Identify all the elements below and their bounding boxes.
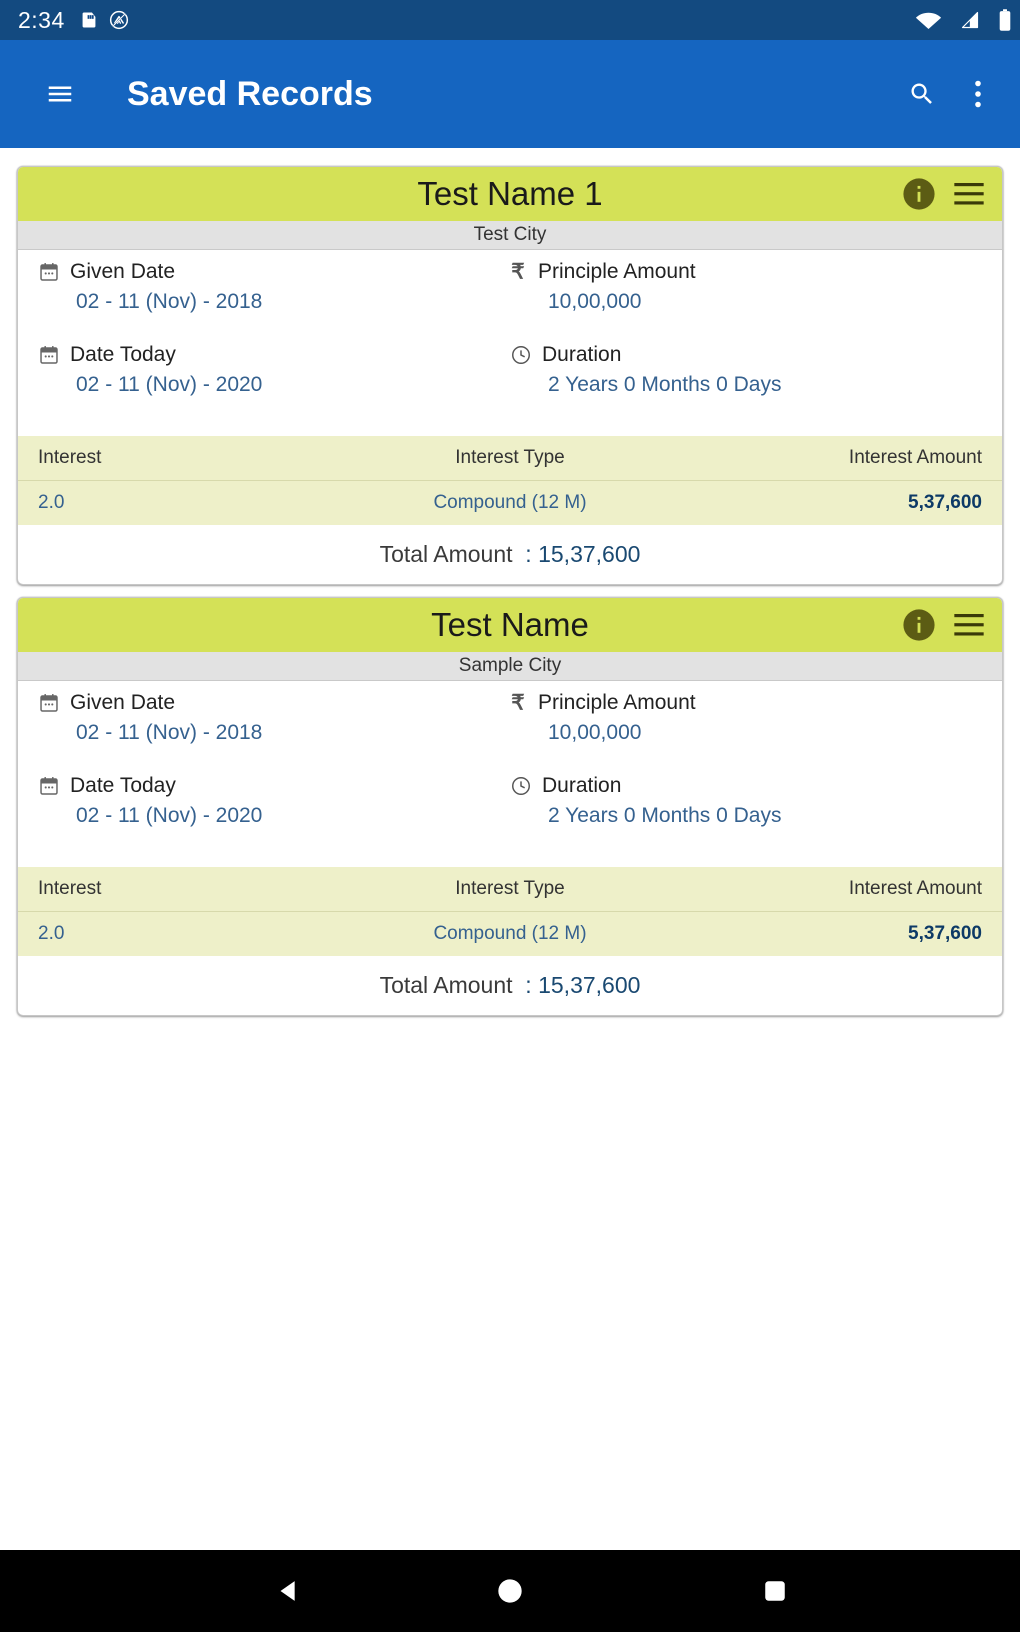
svg-text:₹: ₹ <box>511 261 524 283</box>
svg-text:₹: ₹ <box>511 692 524 714</box>
